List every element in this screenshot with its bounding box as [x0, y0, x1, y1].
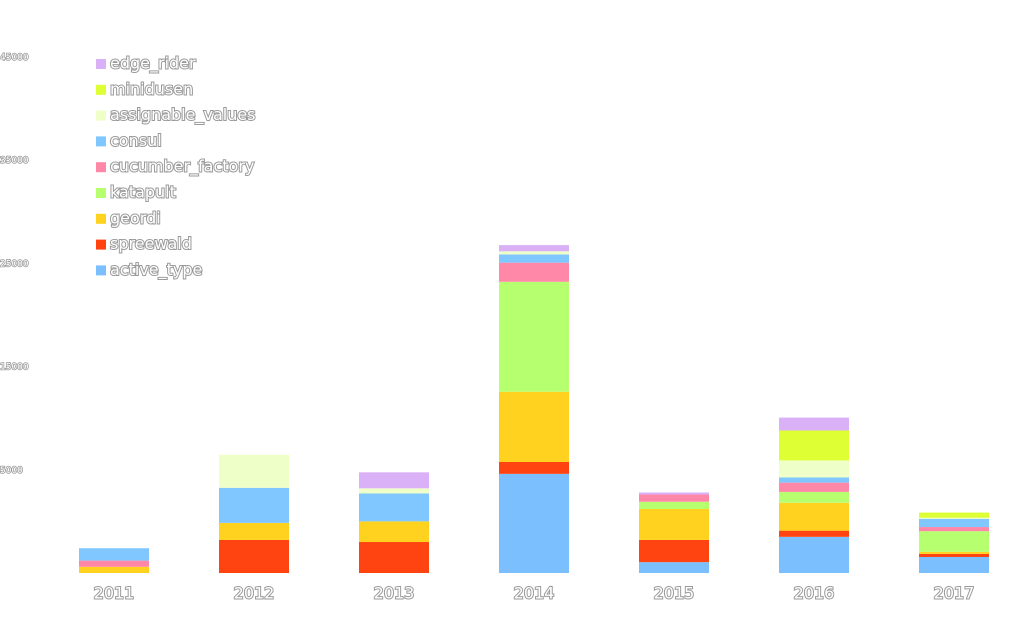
- bar-segment: [359, 521, 429, 543]
- bar-segment: [79, 566, 149, 573]
- bar-segment: [499, 245, 569, 252]
- bar-segment: [499, 251, 569, 255]
- bar-segment: [639, 494, 709, 502]
- legend-label: assignable_values: [110, 105, 256, 125]
- bar-segment: [219, 487, 289, 523]
- bar-segment: [359, 493, 429, 522]
- bar-segment: [779, 536, 849, 573]
- bar-segment: [779, 417, 849, 431]
- x-tick-label: 2014: [514, 584, 555, 603]
- bar-segment: [779, 482, 849, 492]
- bar-segment: [919, 531, 989, 552]
- bar-segment: [359, 488, 429, 494]
- legend-label: minidusen: [110, 79, 193, 98]
- bar-segment: [359, 472, 429, 489]
- bar-segment: [919, 556, 989, 573]
- legend-label: cucumber_factory: [110, 157, 254, 177]
- bar-segment: [499, 391, 569, 462]
- legend-label: consul: [110, 131, 162, 150]
- bar-segment: [639, 562, 709, 573]
- bar-segment: [639, 508, 709, 540]
- bar-segment: [499, 262, 569, 282]
- bar-segment: [499, 473, 569, 573]
- bar-segment: [919, 517, 989, 519]
- bar-segment: [779, 477, 849, 483]
- bar-segment: [779, 530, 849, 537]
- bar-segment: [499, 254, 569, 263]
- bar-segment: [219, 454, 289, 488]
- bar-segment: [219, 522, 289, 540]
- x-tick-label: 2012: [234, 584, 275, 603]
- legend-label: spreewald: [110, 234, 192, 253]
- bar-segment: [639, 539, 709, 563]
- bar-segment: [639, 501, 709, 509]
- bar-segment: [779, 460, 849, 478]
- y-tick-label: 5000: [0, 466, 23, 476]
- y-tick-label: 25000: [0, 259, 29, 269]
- x-tick-label: 2011: [94, 584, 135, 603]
- bar-segment: [919, 551, 989, 554]
- y-tick-label: 15000: [0, 363, 29, 373]
- legend-label: geordi: [110, 208, 161, 227]
- bar-segment: [359, 542, 429, 573]
- y-tick-label: 45000: [0, 53, 29, 63]
- x-tick-label: 2013: [374, 584, 415, 603]
- legend-swatch: [96, 162, 106, 173]
- legend-label: edge_rider: [110, 54, 196, 74]
- bar-segment: [79, 548, 149, 561]
- legend-swatch: [96, 265, 106, 276]
- bar-segment: [919, 518, 989, 528]
- x-tick-label: 2015: [654, 584, 695, 603]
- y-tick-label: 35000: [0, 156, 29, 166]
- bar-segment: [219, 539, 289, 573]
- legend-label: katapult: [110, 183, 176, 202]
- x-tick-label: 2017: [934, 584, 975, 603]
- legend-swatch: [96, 188, 106, 198]
- bar-segment: [919, 512, 989, 518]
- legend-swatch: [96, 59, 106, 69]
- bar-segment: [919, 553, 989, 557]
- bar-segment: [919, 527, 989, 532]
- legend-swatch: [96, 136, 106, 147]
- legend-swatch: [96, 213, 106, 224]
- bar-segment: [499, 281, 569, 392]
- legend-swatch: [96, 84, 106, 95]
- legend-label: active_type: [110, 260, 202, 280]
- bar-segment: [639, 492, 709, 495]
- x-tick-label: 2016: [794, 584, 835, 603]
- legend-swatch: [96, 239, 106, 250]
- bar-segment: [79, 560, 149, 567]
- bar-segment: [779, 430, 849, 461]
- legend-swatch: [96, 110, 106, 121]
- bar-segment: [779, 502, 849, 531]
- bar-segment: [499, 461, 569, 474]
- bar-segment: [779, 491, 849, 503]
